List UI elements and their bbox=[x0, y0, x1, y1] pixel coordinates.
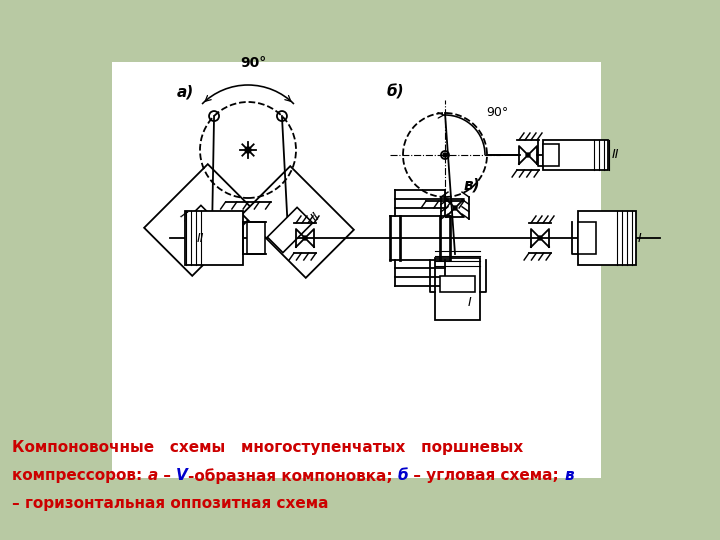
Circle shape bbox=[526, 153, 530, 157]
Circle shape bbox=[453, 206, 457, 210]
Bar bbox=[242, 166, 354, 278]
Bar bbox=[578, 222, 596, 254]
Text: – угловая схема;: – угловая схема; bbox=[408, 468, 564, 483]
Text: I: I bbox=[638, 232, 642, 245]
Text: – горизонтальная оппозитная схема: – горизонтальная оппозитная схема bbox=[12, 496, 328, 511]
Text: а): а) bbox=[176, 84, 194, 99]
Bar bbox=[267, 207, 312, 253]
Circle shape bbox=[538, 236, 542, 240]
Text: Компоновочные   схемы   многоступенчатых   поршневых: Компоновочные схемы многоступенчатых пор… bbox=[12, 440, 523, 455]
Circle shape bbox=[443, 153, 447, 157]
Bar bbox=[543, 140, 608, 170]
Bar bbox=[112, 62, 601, 478]
Bar bbox=[578, 211, 636, 265]
Text: в): в) bbox=[464, 178, 480, 192]
Text: 90°: 90° bbox=[486, 106, 508, 119]
Bar bbox=[144, 164, 256, 276]
Bar bbox=[185, 211, 243, 265]
Text: б: б bbox=[397, 468, 408, 483]
Circle shape bbox=[303, 236, 307, 240]
Text: I: I bbox=[468, 295, 472, 308]
Text: –: – bbox=[158, 468, 176, 483]
Text: II: II bbox=[309, 210, 323, 224]
Text: II: II bbox=[197, 232, 204, 245]
Bar bbox=[543, 144, 559, 166]
Circle shape bbox=[245, 147, 251, 153]
Text: -образная компоновка;: -образная компоновка; bbox=[188, 468, 397, 484]
Bar bbox=[435, 258, 480, 320]
Bar bbox=[247, 222, 265, 254]
Bar bbox=[185, 205, 230, 251]
Text: 90°: 90° bbox=[240, 56, 266, 70]
Text: V: V bbox=[176, 468, 188, 483]
Text: в: в bbox=[564, 468, 574, 483]
Bar bbox=[440, 276, 475, 292]
Text: II: II bbox=[611, 148, 618, 161]
Text: I: I bbox=[176, 209, 188, 221]
Text: а: а bbox=[148, 468, 158, 483]
Text: компрессоров:: компрессоров: bbox=[12, 468, 148, 483]
Text: б): б) bbox=[386, 84, 404, 99]
